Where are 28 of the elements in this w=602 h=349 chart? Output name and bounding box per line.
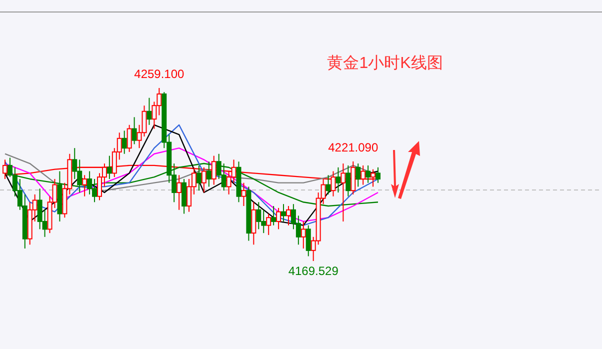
candlestick (340, 163, 346, 222)
candlestick (82, 174, 88, 197)
candlestick (132, 116, 137, 145)
candlestick (300, 220, 306, 249)
candlestick (356, 163, 361, 188)
candlestick (281, 204, 286, 222)
candlestick (350, 160, 356, 195)
annotation: 4221.090 (328, 140, 378, 154)
candlestick (122, 130, 127, 154)
candlestick (306, 224, 311, 257)
candlestick (271, 206, 276, 226)
candlestick (146, 97, 152, 126)
candlestick (182, 178, 187, 214)
candlestick (176, 174, 182, 210)
candlestick (376, 166, 380, 184)
candlestick (336, 166, 341, 193)
candlestick (346, 164, 351, 197)
candlestick (251, 202, 256, 246)
candlestick (106, 155, 112, 180)
annotation: 4169.529 (288, 264, 339, 278)
candlestick (366, 164, 371, 184)
candlestick (276, 207, 282, 230)
candlestick (286, 206, 291, 226)
candlestick (266, 213, 272, 236)
candlestick (241, 182, 246, 207)
chart-title: 黄金1小时K线图 (327, 54, 443, 72)
annotation: 4259.100 (134, 67, 185, 81)
candlestick (126, 124, 132, 152)
